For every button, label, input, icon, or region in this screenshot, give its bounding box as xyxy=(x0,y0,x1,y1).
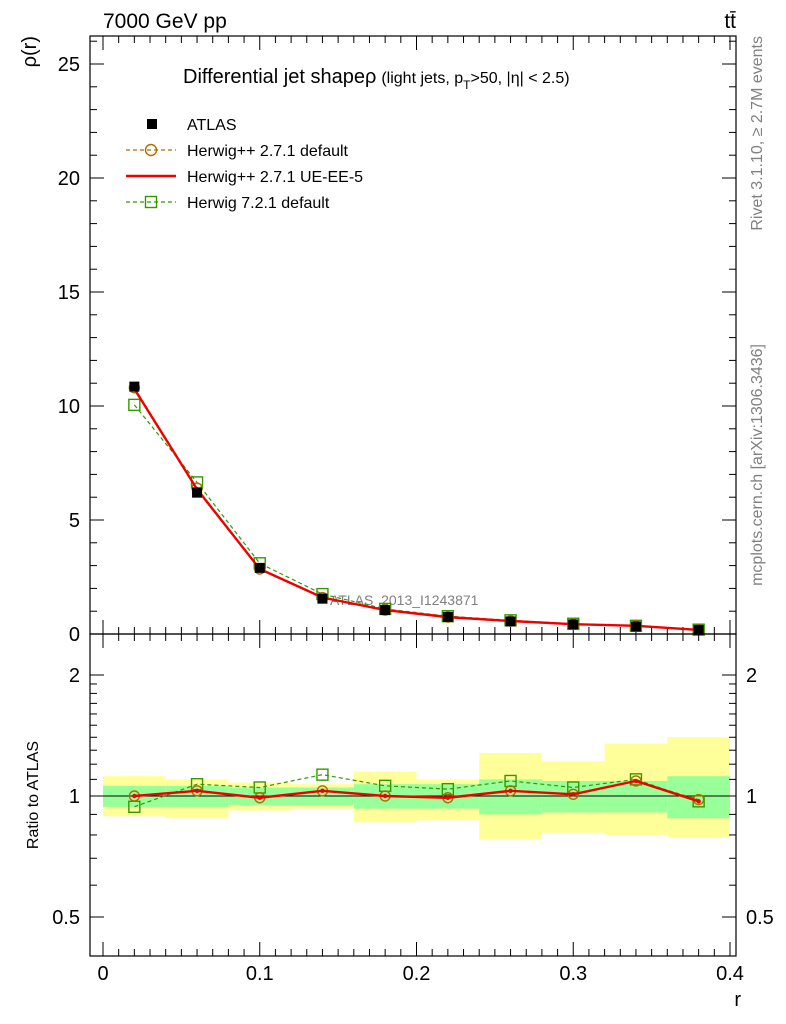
title-subscript: T xyxy=(463,78,471,92)
ratio-y-tick-label-right: 1 xyxy=(746,786,757,808)
ratio-y-tick-label: 2 xyxy=(69,665,80,687)
atlas-point xyxy=(380,605,391,616)
header-right: tt̄ xyxy=(724,10,736,33)
watermark: ATLAS_2013_I1243871 xyxy=(330,592,479,608)
ratio-band-inner xyxy=(667,776,730,819)
ratio-band-inner xyxy=(479,779,542,815)
atlas-point xyxy=(568,619,579,630)
main-y-tick-label: 10 xyxy=(58,396,80,418)
series-line-2 xyxy=(134,779,700,803)
ratio-y-tick-label: 1 xyxy=(69,786,80,808)
herwig7-point xyxy=(629,773,643,786)
mcplots-label: mcplots.cern.ch [arXiv:1306.3436] xyxy=(749,344,766,586)
herwig-ueee5-point xyxy=(445,795,451,800)
series-line-2 xyxy=(133,388,699,632)
herwig-ueee5-point xyxy=(320,788,325,794)
legend-label-herwig-default: Herwig++ 2.7.1 default xyxy=(187,143,349,160)
main-y-tick-label: 25 xyxy=(58,54,80,76)
chart-title: Differential jet shapeρ (light jets, pT>5… xyxy=(183,66,570,92)
herwig-ueee5-point xyxy=(508,788,513,794)
atlas-point xyxy=(317,593,328,604)
header-left: 7000 GeV pp xyxy=(103,10,227,33)
herwig-ueee5-point xyxy=(633,778,639,784)
ratio-band-inner xyxy=(541,780,605,813)
main-y-axis-label: ρ(r) xyxy=(19,36,41,67)
legend-label-atlas: ATLAS xyxy=(187,117,237,134)
atlas-point xyxy=(693,624,704,635)
main-y-tick-label: 5 xyxy=(69,510,80,532)
title-main: Differential jet shapeρ xyxy=(183,66,376,88)
ratio-series xyxy=(128,768,705,814)
ratio-panel: 0.5 0.5 1 1 2 2 Ratio to ATLAS xyxy=(25,633,774,957)
ratio-ticks xyxy=(90,634,736,956)
ratio-panel-frame xyxy=(89,633,737,957)
herwig7-point xyxy=(692,795,705,808)
rivet-label: Rivet 3.1.10, ≥ 2.7M events xyxy=(749,36,766,231)
ratio-y-tick-label: 0.5 xyxy=(52,907,80,929)
atlas-point xyxy=(129,381,140,392)
x-axis-label: r xyxy=(734,989,741,1011)
ratio-uncertainty-bands xyxy=(103,737,730,840)
legend-marker-atlas xyxy=(147,119,157,129)
x-tick-label: 0.3 xyxy=(559,963,587,985)
herwig7-point xyxy=(316,768,329,781)
main-y-tick-label: 15 xyxy=(58,282,80,304)
herwig-ueee5-point xyxy=(382,793,388,799)
herwig-ueee5-point xyxy=(696,799,701,804)
ratio-y-tick-labels: 0.5 0.5 1 1 2 2 xyxy=(52,665,774,929)
atlas-point xyxy=(192,487,203,498)
herwig7-point xyxy=(441,782,455,796)
legend-label-herwig-ueee5: Herwig++ 2.7.1 UE-EE-5 xyxy=(187,169,363,186)
herwig-ueee5-point xyxy=(571,792,576,797)
legend-label-herwig7: Herwig 7.2.1 default xyxy=(187,195,330,212)
main-panel: 0 5 10 15 20 25 ρ(r) ATLAS_2013_I1243871 xyxy=(19,35,737,646)
atlas-point xyxy=(442,611,453,622)
legend-marker-herwig7 xyxy=(144,195,158,209)
legend: ATLAS Herwig++ 2.7.1 default Herwig++ 2.… xyxy=(126,117,363,212)
herwig-ueee5-point xyxy=(194,788,200,794)
x-tick-label: 0.1 xyxy=(246,963,274,985)
title-detail: (light jets, p xyxy=(381,70,463,87)
main-y-tick-labels: 0 5 10 15 20 25 xyxy=(58,54,80,646)
ratio-y-tick-label-right: 0.5 xyxy=(746,907,774,929)
main-series xyxy=(128,381,705,636)
atlas-point xyxy=(505,616,516,627)
title-tail: >50, |η| < 2.5) xyxy=(471,70,570,87)
main-ticks xyxy=(90,36,736,635)
legend-marker-herwig-default xyxy=(144,143,158,157)
x-tick-label: 0 xyxy=(97,963,108,985)
ratio-y-tick-label-right: 2 xyxy=(746,665,757,687)
main-y-tick-label: 0 xyxy=(69,624,80,646)
atlas-point xyxy=(254,562,265,573)
herwig-ueee5-point xyxy=(132,793,137,799)
main-y-tick-label: 20 xyxy=(58,168,80,190)
x-tick-labels: 0 0.1 0.2 0.3 0.4 xyxy=(97,963,743,985)
herwig7-point xyxy=(128,398,141,412)
x-tick-label: 0.4 xyxy=(716,963,744,985)
x-tick-label: 0.2 xyxy=(403,963,431,985)
series-line-3 xyxy=(134,774,699,808)
atlas-point xyxy=(630,621,641,632)
ratio-y-axis-label: Ratio to ATLAS xyxy=(25,741,42,849)
herwig-ueee5-point xyxy=(257,795,262,800)
